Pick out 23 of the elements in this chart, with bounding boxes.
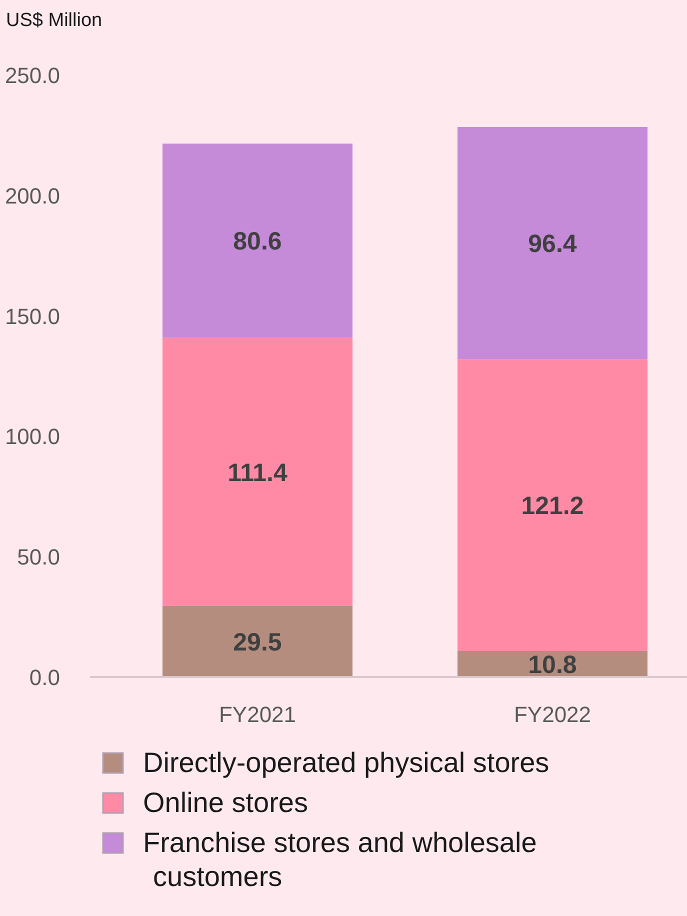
data-label: 111.4 [228, 458, 288, 487]
data-label: 121.2 [521, 492, 584, 520]
data-label: 29.5 [233, 628, 282, 656]
y-tick-label: 250.0 [4, 63, 60, 88]
legend-label: Directly-operated physical stores [143, 747, 550, 778]
y-tick-label: 50.0 [17, 544, 60, 570]
bar [458, 127, 648, 360]
y-tick-label: 100.0 [4, 424, 60, 450]
y-tick-label: 200.0 [4, 183, 60, 208]
bar [162, 606, 352, 677]
y-tick-label: 150.0 [4, 304, 60, 329]
legend-label: Online stores [143, 787, 308, 818]
data-label: 80.6 [233, 228, 282, 256]
bar [458, 359, 648, 651]
x-tick-label: FY2022 [514, 702, 592, 727]
y-axis-title: US$ Million [6, 10, 102, 31]
data-label: 96.4 [528, 230, 577, 258]
data-label: 10.8 [528, 651, 577, 679]
bar [162, 338, 352, 606]
bar [162, 144, 352, 338]
legend-label: Franchise stores and wholesale customers [143, 827, 537, 892]
y-tick-label: 0.0 [29, 665, 60, 690]
x-tick-label: FY2021 [218, 702, 296, 727]
